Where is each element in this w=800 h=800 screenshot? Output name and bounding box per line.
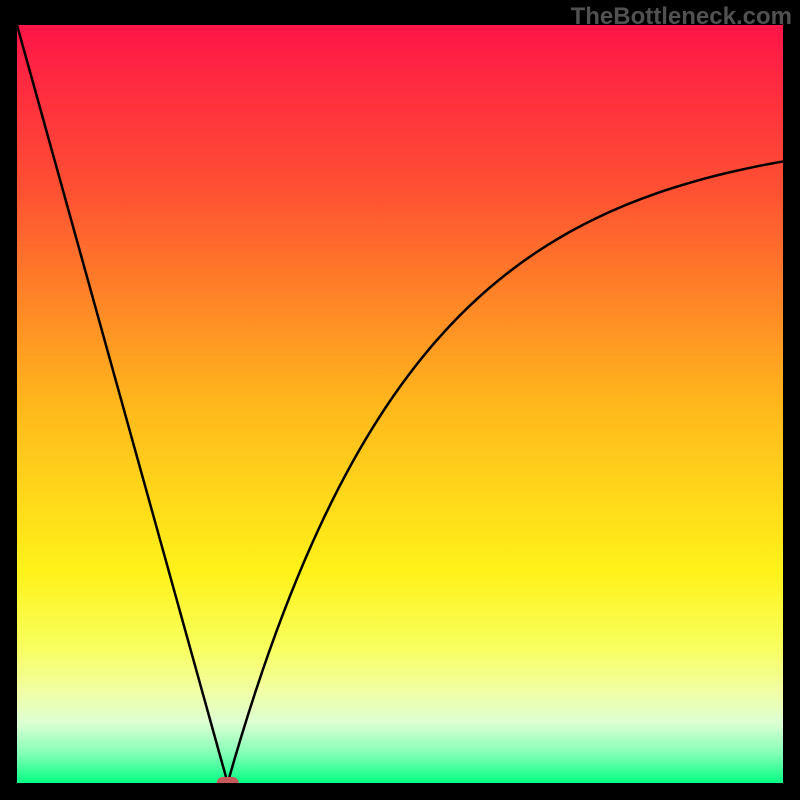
- figure-root: TheBottleneck.com: [0, 0, 800, 800]
- plot-background: [17, 25, 783, 783]
- plot-area: [17, 25, 783, 783]
- plot-svg: [17, 25, 783, 783]
- minimum-marker: [217, 777, 239, 783]
